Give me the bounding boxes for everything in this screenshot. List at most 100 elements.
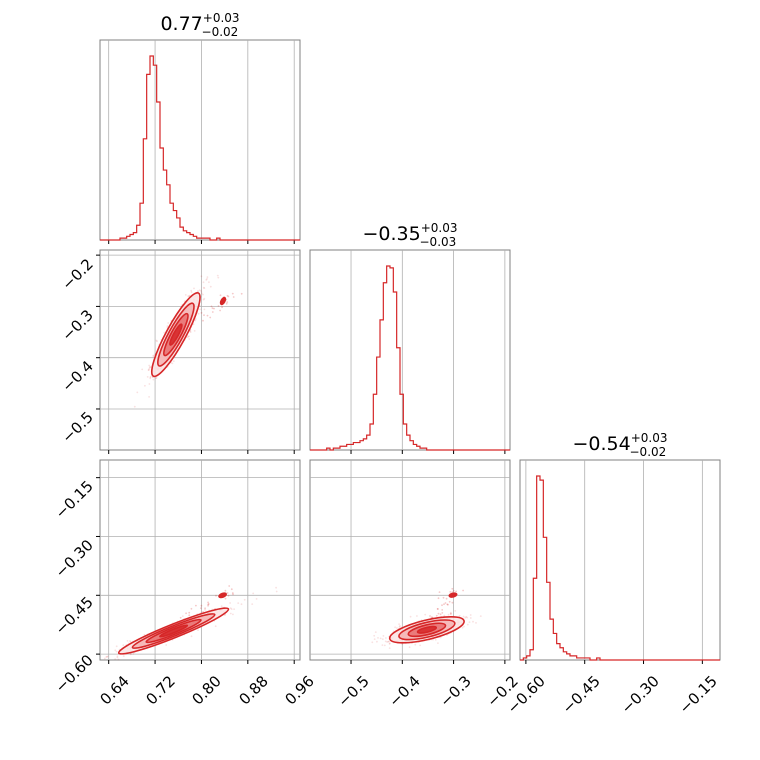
scatter-point — [149, 376, 152, 379]
scatter-point — [229, 612, 232, 615]
scatter-point — [147, 369, 150, 371]
scatter-point — [219, 309, 222, 312]
scatter-point — [202, 281, 205, 284]
scatter-point — [445, 597, 448, 600]
scatter-point — [190, 289, 193, 292]
scatter-point — [208, 281, 210, 284]
scatter-point — [451, 587, 454, 590]
scatter-point — [224, 597, 227, 600]
scatter-point — [371, 641, 374, 644]
x-tick-label: −0.30 — [618, 672, 663, 717]
scatter-point — [399, 625, 401, 627]
y-axis-param-1: −0.2 −0.3 −0.4 −0.5 — [58, 255, 96, 446]
scatter-point — [213, 307, 215, 310]
scatter-point — [200, 312, 203, 314]
scatter-point — [220, 605, 223, 607]
scatter-point — [179, 616, 182, 619]
scatter-point — [379, 637, 382, 640]
y-tick-label: −0.4 — [58, 357, 96, 395]
x-tick-label: 0.80 — [188, 672, 224, 708]
x-tick-label: 0.88 — [235, 672, 271, 708]
scatter-point — [211, 311, 214, 313]
scatter-point — [226, 301, 229, 303]
scatter-point — [446, 603, 449, 606]
scatter-point — [381, 638, 384, 641]
scatter-point — [129, 640, 131, 642]
scatter-point — [171, 362, 174, 365]
scatter-point — [394, 626, 396, 629]
panel-joint-1-2 — [309, 459, 511, 661]
scatter-point — [203, 308, 206, 311]
scatter-point — [163, 331, 166, 334]
scatter-point — [438, 591, 441, 593]
scatter-point — [450, 613, 452, 615]
scatter-point — [152, 355, 155, 358]
scatter-point — [231, 292, 234, 295]
title-minus-1: −0.03 — [420, 235, 457, 249]
y-tick-label: −0.30 — [52, 536, 97, 581]
scatter-point — [117, 658, 120, 661]
tick-marks — [96, 240, 703, 664]
x-tick-label: −0.5 — [334, 672, 372, 710]
scatter-point — [227, 295, 230, 298]
scatter-point — [149, 366, 152, 368]
scatter-point — [167, 322, 170, 324]
scatter-point — [233, 608, 236, 610]
x-tick-label: −0.45 — [559, 672, 604, 717]
scatter-point — [115, 645, 118, 648]
x-axis-param-1: −0.5 −0.4 −0.3 −0.2 — [334, 672, 521, 710]
scatter-point — [466, 616, 469, 619]
panel-hist-1 — [309, 249, 511, 451]
scatter-point — [385, 637, 387, 639]
scatter-point — [210, 305, 213, 308]
scatter-point — [437, 597, 440, 600]
scatter-point — [194, 318, 197, 320]
scatter-point — [221, 306, 224, 309]
scatter-point — [193, 287, 195, 290]
scatter-point — [431, 616, 433, 619]
scatter-point — [202, 293, 204, 296]
x-axis-param-0: 0.64 0.72 0.80 0.88 0.96 — [96, 672, 317, 708]
scatter-point — [232, 296, 235, 298]
scatter-point — [451, 601, 454, 604]
scatter-point — [275, 586, 277, 589]
scatter-point — [252, 592, 255, 595]
scatter-point — [376, 640, 378, 643]
scatter-point — [255, 598, 258, 600]
scatter-point — [388, 642, 391, 645]
scatter-point — [441, 609, 444, 611]
scatter-point — [203, 287, 206, 289]
scatter-point — [200, 292, 203, 295]
x-axis-param-2: −0.60 −0.45 −0.30 −0.15 — [504, 672, 721, 717]
scatter-point — [373, 634, 376, 637]
scatter-point — [155, 377, 158, 379]
scatter-point — [479, 615, 482, 617]
scatter-point — [443, 603, 445, 606]
scatter-point — [388, 640, 390, 643]
scatter-point — [200, 289, 203, 292]
scatter-point — [155, 377, 157, 380]
y-tick-label: −0.5 — [58, 408, 96, 446]
scatter-point — [435, 614, 438, 617]
scatter-point — [469, 617, 472, 619]
scatter-point — [202, 319, 204, 322]
scatter-point — [230, 608, 233, 610]
scatter-point — [148, 366, 151, 369]
scatter-point — [207, 603, 210, 605]
scatter-point — [190, 291, 193, 294]
scatter-point — [439, 613, 442, 616]
scatter-point — [148, 383, 151, 385]
scatter-point — [206, 278, 208, 280]
scatter-point — [377, 637, 379, 639]
scatter-point — [462, 615, 465, 618]
scatter-point — [388, 647, 391, 649]
scatter-point — [454, 610, 457, 612]
scatter-point — [188, 611, 191, 614]
title-param-1: −0.35+0.03 −0.03 — [362, 221, 457, 249]
contour-island — [219, 296, 227, 306]
x-tick-label: −0.4 — [385, 672, 423, 710]
x-tick-label: 0.64 — [96, 672, 132, 708]
scatter-point — [232, 593, 234, 596]
scatter-point — [449, 612, 452, 615]
